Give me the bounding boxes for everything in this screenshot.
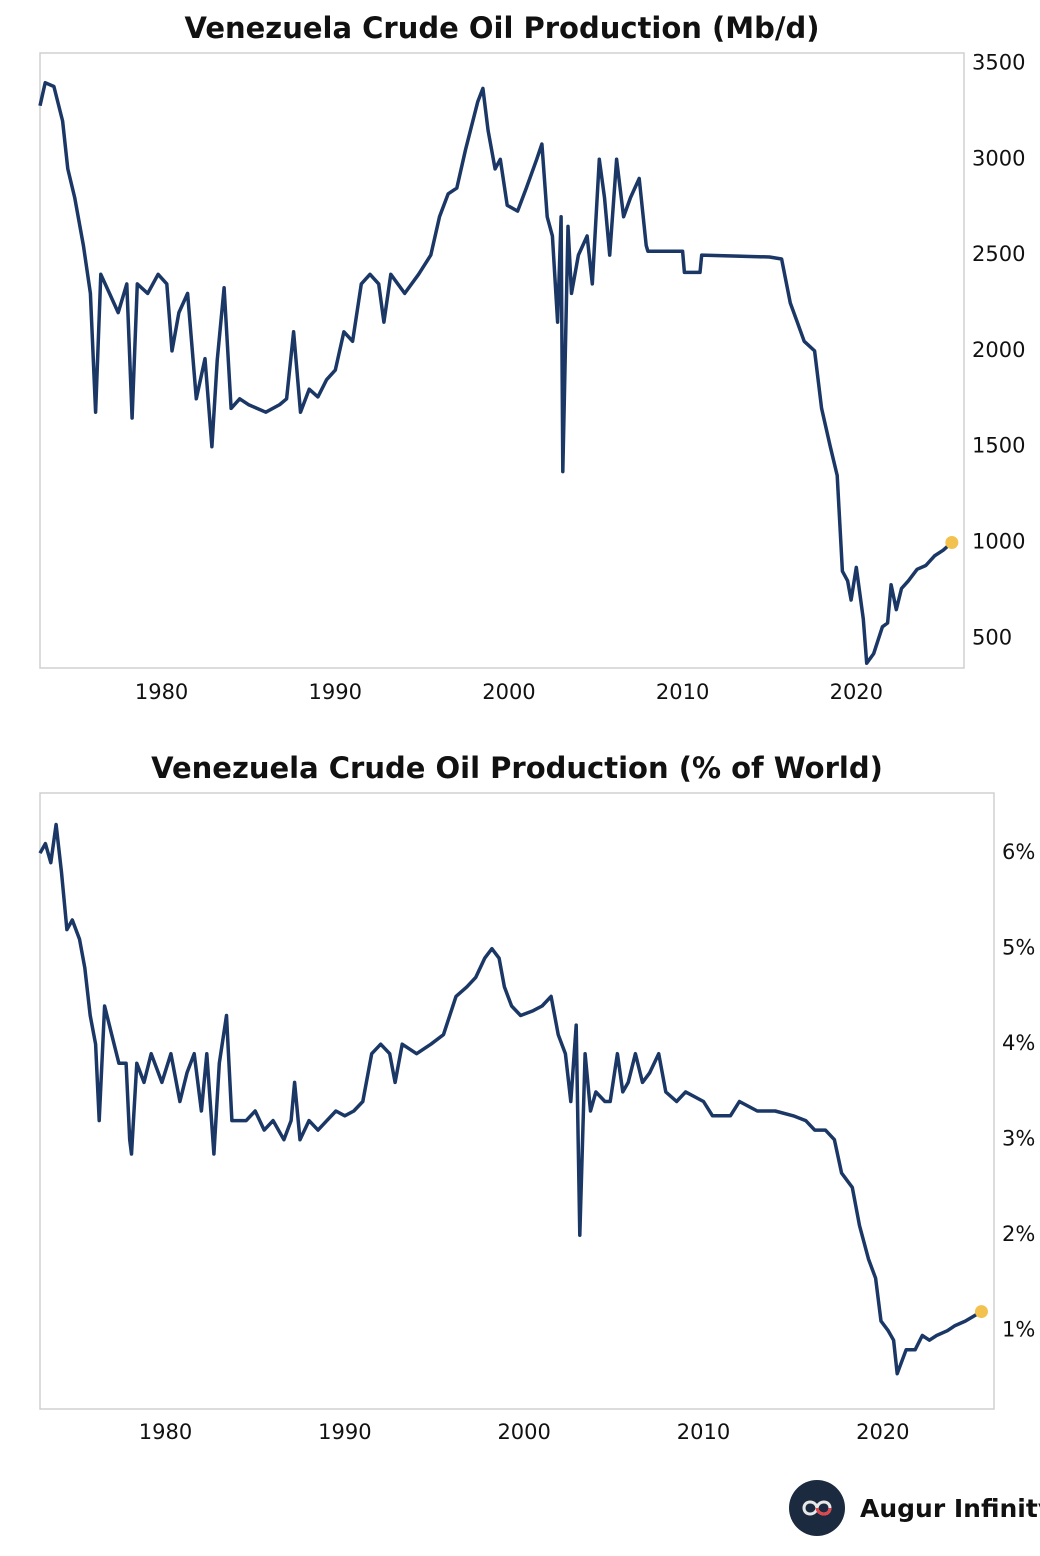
x-tick-label: 1990 [318,1420,371,1444]
x-tick-label: 2010 [677,1420,730,1444]
y-tick-label: 1500 [972,434,1025,458]
y-tick-label: 4% [1002,1031,1035,1055]
y-tick-label: 500 [972,625,1012,649]
end-marker [945,536,959,550]
y-tick-label: 2500 [972,242,1025,266]
y-tick-label: 5% [1002,936,1035,960]
chart-title: Venezuela Crude Oil Production (Mb/d) [184,11,819,45]
y-tick-label: 1000 [972,530,1025,554]
y-tick-label: 3000 [972,146,1025,170]
line [38,80,953,665]
y-tick-label: 1% [1002,1318,1035,1342]
y-tick-label: 6% [1002,840,1035,864]
y-tick-label: 2000 [972,338,1025,362]
footer-logo [789,1480,845,1536]
x-tick-label: 2000 [497,1420,550,1444]
x-tick-label: 2000 [482,680,535,704]
x-tick-label: 2010 [656,680,709,704]
x-tick-label: 1980 [135,680,188,704]
x-tick-label: 1980 [139,1420,192,1444]
x-tick-label: 2020 [856,1420,909,1444]
plot-frame [39,52,965,669]
x-tick-label: 1990 [309,680,362,704]
line [38,822,983,1376]
footer-brand: Augur Infinity [860,1494,1040,1523]
y-tick-label: 3500 [972,51,1025,75]
plot-frame [39,792,995,1410]
y-tick-label: 3% [1002,1127,1035,1151]
y-tick-label: 2% [1002,1222,1035,1246]
x-tick-label: 2020 [830,680,883,704]
end-marker [974,1305,988,1319]
chart-title: Venezuela Crude Oil Production (% of Wor… [151,751,883,785]
